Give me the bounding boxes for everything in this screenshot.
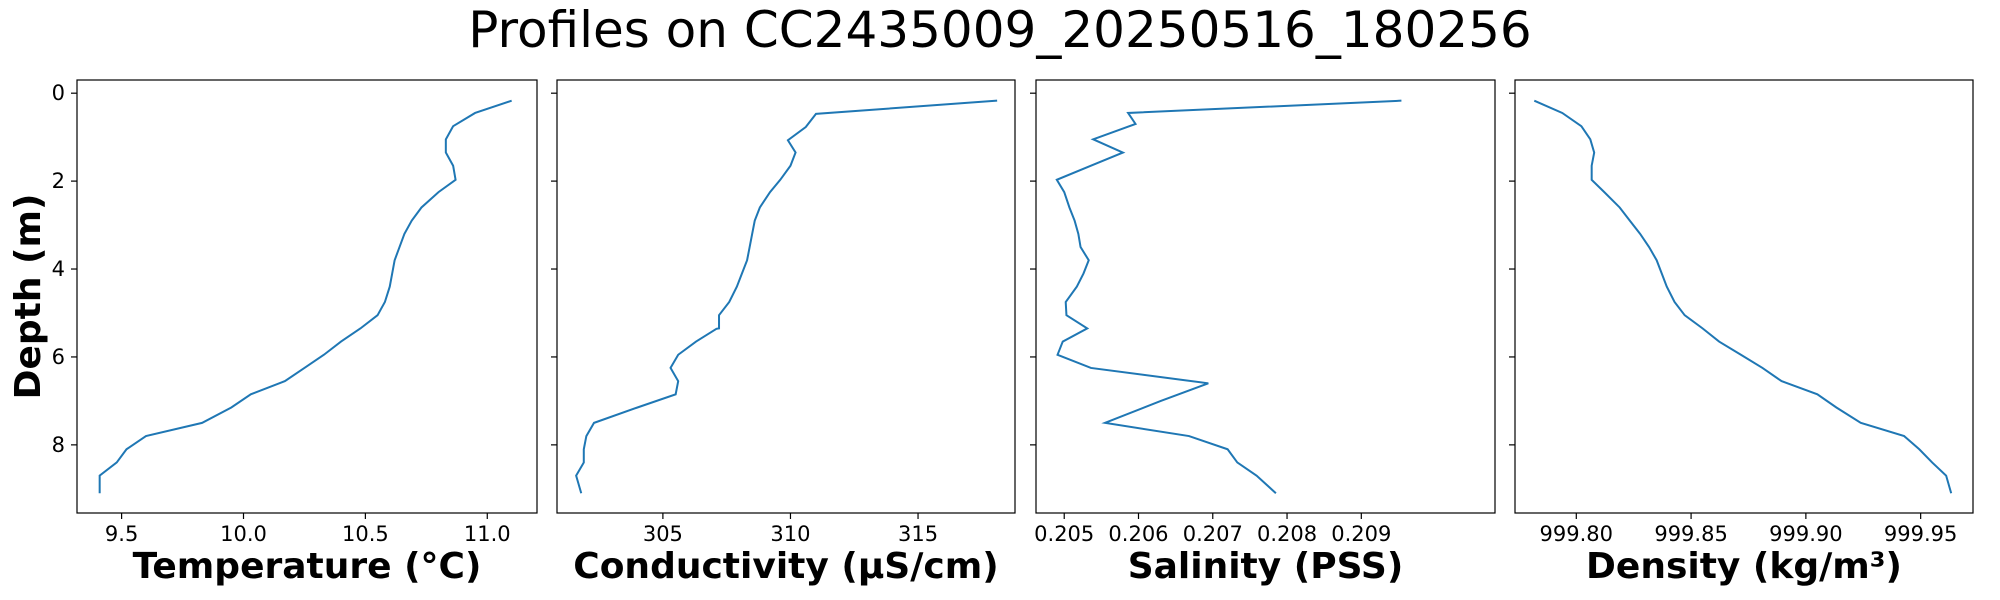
y-tick-label: 0 bbox=[52, 81, 65, 105]
x-tick-label: 999.90 bbox=[1769, 522, 1842, 546]
axes-frame bbox=[1035, 79, 1496, 514]
x-tick-label: 0.206 bbox=[1108, 522, 1168, 546]
x-axis-label: Density (kg/m³) bbox=[1586, 546, 1902, 587]
y-axis-label: Depth (m) bbox=[8, 194, 49, 400]
y-tick-label: 6 bbox=[52, 345, 65, 369]
x-tick-label: 0.207 bbox=[1183, 522, 1243, 546]
y-tick-label: 2 bbox=[52, 169, 65, 193]
x-tick-label: 0.205 bbox=[1034, 522, 1094, 546]
x-tick-label: 315 bbox=[898, 522, 938, 546]
axes-frame bbox=[556, 79, 1016, 514]
axes-frame bbox=[76, 79, 538, 514]
y-tick-label: 8 bbox=[52, 433, 65, 457]
y-tick-label: 4 bbox=[52, 257, 65, 281]
x-tick-label: 10.0 bbox=[220, 522, 267, 546]
x-tick-label: 0.208 bbox=[1257, 522, 1317, 546]
profile-line bbox=[98, 99, 512, 494]
x-axis-label: Conductivity (µS/cm) bbox=[573, 546, 998, 587]
profile-line bbox=[575, 99, 998, 494]
x-axis-label: Temperature (°C) bbox=[133, 546, 482, 587]
x-tick-label: 999.85 bbox=[1654, 522, 1727, 546]
x-tick-label: 9.5 bbox=[105, 522, 138, 546]
profile-line bbox=[1533, 99, 1953, 494]
x-tick-label: 10.5 bbox=[342, 522, 389, 546]
x-tick-label: 999.80 bbox=[1540, 522, 1613, 546]
profile-line bbox=[1055, 99, 1402, 494]
x-tick-label: 999.95 bbox=[1884, 522, 1957, 546]
x-tick-label: 310 bbox=[770, 522, 810, 546]
x-tick-label: 305 bbox=[643, 522, 683, 546]
x-axis-label: Salinity (PSS) bbox=[1128, 546, 1404, 587]
axes-frame bbox=[1514, 79, 1974, 514]
figure-title: Profiles on CC2435009_20250516_180256 bbox=[468, 1, 1531, 59]
x-tick-label: 11.0 bbox=[464, 522, 511, 546]
x-tick-label: 0.209 bbox=[1331, 522, 1391, 546]
